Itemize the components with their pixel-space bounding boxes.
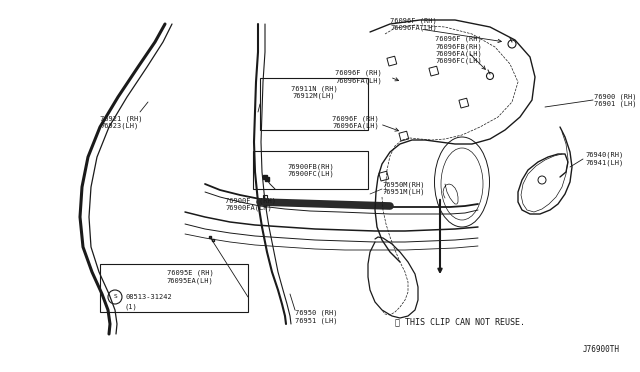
Text: 08513-31242: 08513-31242 (125, 294, 172, 300)
Text: 76900FB(RH)
76900FC(LH): 76900FB(RH) 76900FC(LH) (287, 163, 334, 177)
Text: 76095E (RH)
76095EA(LH): 76095E (RH) 76095EA(LH) (166, 270, 213, 284)
Text: 76911N (RH)
76912M(LH): 76911N (RH) 76912M(LH) (291, 85, 337, 99)
Bar (253, 151, 368, 189)
Text: 76950 (RH)
76951 (LH): 76950 (RH) 76951 (LH) (295, 310, 337, 324)
Text: 76921 (RH)
76923(LH): 76921 (RH) 76923(LH) (100, 115, 143, 129)
Text: J76900TH: J76900TH (583, 345, 620, 354)
Text: 76950M(RH)
76951M(LH): 76950M(RH) 76951M(LH) (382, 181, 424, 195)
Bar (459, 98, 468, 108)
Text: 76096F (RH)
76096FA(LH): 76096F (RH) 76096FA(LH) (390, 17, 436, 31)
Bar (399, 131, 409, 141)
Text: 76900 (RH)
76901 (LH): 76900 (RH) 76901 (LH) (594, 93, 637, 107)
Text: ※ THIS CLIP CAN NOT REUSE.: ※ THIS CLIP CAN NOT REUSE. (395, 317, 525, 327)
Text: 76940(RH)
76941(LH): 76940(RH) 76941(LH) (585, 152, 623, 166)
Text: 76900F  (RH)
76900FA(LH): 76900F (RH) 76900FA(LH) (225, 197, 276, 211)
Text: 76096F (RH)
76096FA(LH): 76096F (RH) 76096FA(LH) (335, 70, 381, 84)
Bar (100, 264, 248, 312)
Circle shape (108, 290, 122, 304)
Bar (379, 171, 388, 181)
Text: (1): (1) (125, 304, 138, 310)
Text: 76096F (RH)
76096FB(RH)
76096FA(LH)
76096FC(LH): 76096F (RH) 76096FB(RH) 76096FA(LH) 7609… (435, 35, 482, 64)
Bar (260, 78, 368, 130)
Bar (429, 66, 439, 76)
Bar (387, 56, 397, 66)
Text: S: S (113, 295, 117, 299)
Text: 76096F (RH)
76096FA(LH): 76096F (RH) 76096FA(LH) (332, 115, 379, 129)
